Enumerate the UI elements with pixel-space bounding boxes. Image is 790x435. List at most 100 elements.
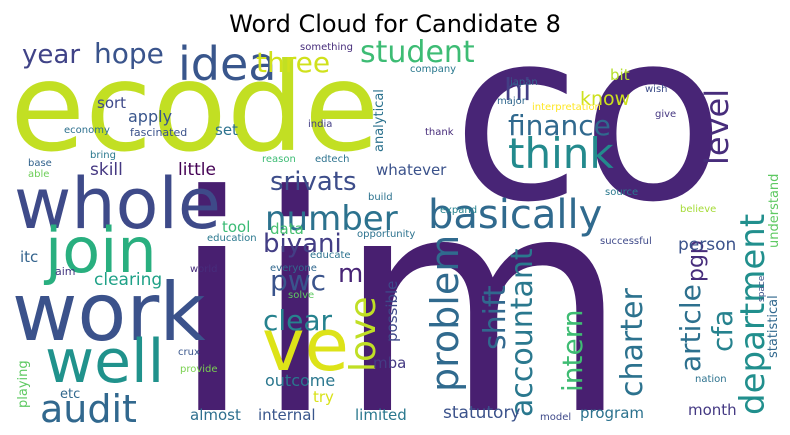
word: srivats — [270, 167, 357, 197]
word: three — [256, 46, 330, 79]
word: bit — [610, 66, 630, 84]
word: nation — [695, 374, 727, 385]
word: space — [757, 275, 767, 302]
word: wish — [645, 84, 668, 95]
chart-title: Word Cloud for Candidate 8 — [229, 10, 561, 38]
word: finance — [508, 109, 611, 142]
word: think — [508, 129, 614, 178]
word: japan — [509, 77, 538, 88]
word: aim — [55, 265, 76, 278]
word: love — [343, 297, 384, 372]
word: major — [497, 96, 527, 107]
word: co — [452, 0, 725, 254]
word: idea — [178, 37, 276, 91]
word: clearing — [94, 270, 162, 290]
word: possible — [383, 281, 401, 342]
word: little — [178, 160, 216, 180]
word: statistical — [766, 295, 781, 358]
word: statutory — [443, 403, 521, 423]
word: analytical — [372, 89, 387, 152]
word: fascinated — [130, 126, 187, 139]
word: economy — [64, 125, 110, 136]
word: provide — [180, 364, 218, 375]
word: sort — [97, 94, 126, 112]
word: build — [368, 192, 393, 203]
word: able — [28, 169, 49, 180]
word: audit — [40, 387, 137, 431]
word: itc — [20, 248, 38, 266]
word: something — [300, 42, 353, 53]
word: month — [688, 401, 737, 419]
word: set — [215, 121, 238, 139]
word: student — [360, 35, 475, 70]
word: expand — [440, 205, 477, 216]
word: educate — [310, 250, 351, 261]
word: give — [655, 109, 676, 120]
word: solve — [288, 290, 314, 301]
word: charter — [615, 288, 650, 397]
word: intern — [556, 310, 589, 393]
word: edtech — [315, 154, 349, 165]
word: thank — [425, 127, 454, 138]
word: reason — [262, 154, 296, 165]
word: program — [580, 404, 644, 422]
word: bring — [90, 150, 116, 161]
word: education — [207, 233, 257, 244]
word: outcome — [265, 371, 335, 390]
word: india — [308, 119, 332, 130]
word: know — [580, 88, 630, 110]
word: pgp — [684, 240, 709, 282]
word: join — [43, 214, 157, 287]
word: clear — [263, 304, 333, 337]
word: year — [22, 40, 80, 70]
word: opportunity — [357, 229, 415, 240]
word: ve — [262, 303, 349, 387]
word: skill — [90, 160, 123, 180]
word: level — [698, 89, 736, 165]
word: well — [45, 327, 164, 397]
word: m — [338, 259, 363, 289]
word: accountant — [505, 248, 540, 417]
word: limited — [355, 406, 407, 424]
word: source — [605, 187, 638, 198]
word: pwc — [270, 264, 326, 297]
word: world — [190, 264, 218, 275]
word: playing — [16, 360, 31, 408]
word: believe — [680, 204, 716, 215]
word: shift — [478, 285, 513, 350]
word: cfa — [706, 310, 739, 352]
word: department — [733, 214, 773, 415]
word: understand — [767, 174, 782, 248]
word: whatever — [376, 161, 447, 179]
word: work — [12, 266, 206, 359]
word: successful — [600, 236, 652, 247]
word: mba — [373, 354, 406, 372]
word: problem — [423, 235, 467, 392]
word: base — [28, 158, 52, 169]
word: ecode — [10, 37, 379, 179]
word: hi — [504, 73, 531, 108]
word: hope — [94, 37, 164, 70]
word: interpretation — [532, 102, 601, 113]
word: apply — [128, 107, 172, 126]
word: data — [270, 220, 304, 238]
word: model — [540, 412, 571, 423]
word: everyone — [270, 263, 317, 274]
word: number — [265, 199, 398, 239]
word: person — [678, 235, 736, 255]
word: crux — [178, 347, 200, 358]
word: internal — [258, 406, 316, 424]
word: article — [674, 284, 707, 372]
word: almost — [190, 406, 241, 424]
word: basically — [428, 192, 602, 238]
word: company — [410, 64, 456, 75]
word: whole — [14, 163, 221, 245]
word: iim — [170, 132, 629, 435]
word: biyani — [263, 229, 342, 259]
word: try — [313, 388, 334, 406]
word: etc — [60, 387, 80, 402]
word: tool — [222, 218, 250, 236]
